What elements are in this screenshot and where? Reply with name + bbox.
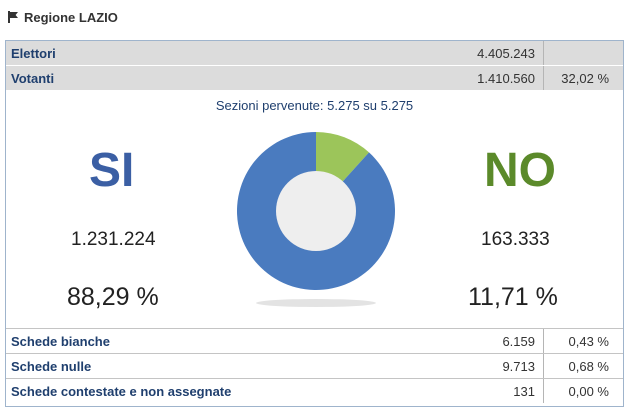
column-divider — [543, 41, 544, 65]
schede-label: Schede contestate e non assegnate — [11, 383, 232, 399]
schede-row: Schede contestate e non assegnate 131 0,… — [6, 378, 623, 403]
region-title-text: Regione LAZIO — [24, 9, 118, 25]
schede-percent: 0,43 % — [568, 333, 609, 349]
schede-percent: 0,00 % — [568, 383, 609, 399]
schede-value: 131 — [513, 383, 535, 399]
schede-percent: 0,68 % — [568, 358, 609, 374]
schede-label: Schede nulle — [11, 358, 92, 374]
schede-label: Schede bianche — [11, 333, 110, 349]
votanti-percent: 32,02 % — [561, 70, 609, 86]
chart-shadow — [256, 299, 376, 307]
votanti-label: Votanti — [11, 70, 55, 86]
results-donut-chart — [237, 132, 395, 307]
schede-value: 6.159 — [502, 333, 535, 349]
schede-value: 9.713 — [502, 358, 535, 374]
no-label: NO — [484, 144, 556, 197]
column-divider — [543, 379, 544, 403]
schede-row: Schede bianche 6.159 0,43 % — [6, 328, 623, 353]
elettori-label: Elettori — [11, 45, 56, 61]
donut-hole — [276, 171, 356, 251]
column-divider — [543, 329, 544, 353]
si-percent: 88,29 % — [67, 283, 159, 311]
votanti-value: 1.410.560 — [477, 70, 535, 86]
no-percent: 11,71 % — [468, 283, 558, 311]
schede-row: Schede nulle 9.713 0,68 % — [6, 353, 623, 378]
elettori-value: 4.405.243 — [477, 45, 535, 61]
region-title: Regione LAZIO — [8, 7, 118, 27]
votanti-row: Votanti 1.410.560 32,02 % — [6, 66, 623, 90]
elettori-row: Elettori 4.405.243 — [6, 41, 623, 66]
sezioni-pervenute: Sezioni pervenute: 5.275 su 5.275 — [215, 98, 414, 113]
flag-icon — [8, 11, 19, 23]
si-votes: 1.231.224 — [71, 229, 156, 250]
results-panel: Elettori 4.405.243 Votanti 1.410.560 32,… — [5, 40, 624, 407]
si-label: SI — [89, 144, 135, 197]
no-votes: 163.333 — [481, 229, 550, 250]
column-divider — [543, 354, 544, 378]
column-divider — [543, 66, 544, 90]
